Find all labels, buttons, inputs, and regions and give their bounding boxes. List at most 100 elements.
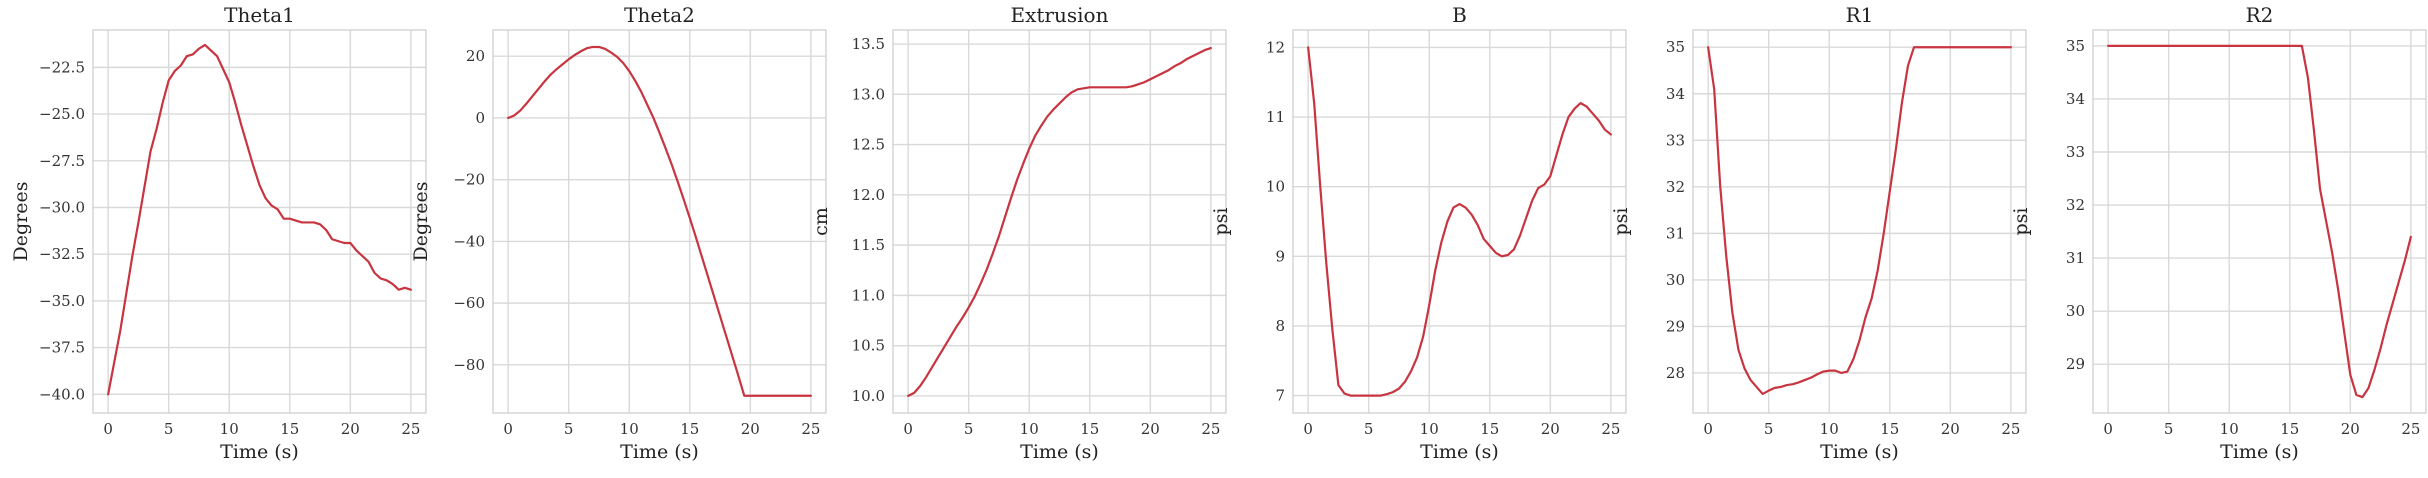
x-tick-label: 15 xyxy=(2280,420,2299,438)
x-tick-label: 15 xyxy=(1080,420,1099,438)
x-axis-label: Time (s) xyxy=(2220,441,2299,463)
x-tick-label: 5 xyxy=(964,420,974,438)
y-tick-label: 9 xyxy=(1275,247,1285,265)
panel-title: Theta2 xyxy=(624,3,695,27)
plot-frame xyxy=(1692,29,2027,414)
plot-frame xyxy=(892,29,1227,414)
y-tick-label: 12 xyxy=(1266,38,1285,56)
y-tick-label: 31 xyxy=(1666,224,1685,242)
y-tick-label: −37.5 xyxy=(39,339,85,357)
x-tick-label: 10 xyxy=(220,420,239,438)
y-tick-label: 32 xyxy=(1666,178,1685,196)
series-line xyxy=(2107,44,2412,399)
y-axis-label: cm xyxy=(810,207,832,236)
y-tick-label: 29 xyxy=(1666,317,1685,335)
y-axis-label: Degrees xyxy=(10,182,32,262)
x-tick-label: 20 xyxy=(741,420,760,438)
y-tick-label: 12.5 xyxy=(852,136,885,154)
x-tick-label: 15 xyxy=(680,420,699,438)
x-tick-label: 5 xyxy=(564,420,574,438)
panel-r1: 28 29 30 31 32 33 34 35 0 5 10 15 20 25 R1 Time (s) psi xyxy=(1610,3,2027,463)
series-line xyxy=(507,45,812,397)
y-tick-label: 11.0 xyxy=(852,286,885,304)
x-tick-label: 10 xyxy=(1820,420,1839,438)
series-line xyxy=(1307,46,1612,397)
x-tick-label: 20 xyxy=(341,420,360,438)
y-tick-label: 35 xyxy=(2066,37,2085,55)
y-tick-label: 7 xyxy=(1275,387,1285,405)
panel-title: B xyxy=(1452,3,1467,27)
y-tick-label: 10 xyxy=(1266,178,1285,196)
y-tick-label: 31 xyxy=(2066,249,2085,267)
plot-frame xyxy=(92,29,427,414)
x-tick-label: 0 xyxy=(903,420,913,438)
x-tick-label: 0 xyxy=(1703,420,1713,438)
panel-theta1: −40.0 −37.5 −35.0 −32.5 −30.0 −27.5 −25.0 −22.5… xyxy=(10,3,427,463)
y-tick-label: 35 xyxy=(1666,38,1685,56)
y-tick-label: 30 xyxy=(1666,271,1685,289)
x-tick-label: 0 xyxy=(503,420,513,438)
plot-frame xyxy=(2092,29,2427,414)
y-tick-label: −40 xyxy=(453,232,485,250)
series-line xyxy=(907,46,1212,398)
y-tick-label: 11 xyxy=(1266,108,1285,126)
y-tick-label: 13.5 xyxy=(852,35,885,53)
x-tick-label: 20 xyxy=(1141,420,1160,438)
x-tick-label: 10 xyxy=(1020,420,1039,438)
x-tick-label: 5 xyxy=(2164,420,2174,438)
y-tick-label: 13.0 xyxy=(852,85,885,103)
y-tick-label: 33 xyxy=(2066,143,2085,161)
panel-b: 7 8 9 10 11 12 0 5 10 15 20 25 B Time (s) psi xyxy=(1210,3,1627,463)
x-tick-label: 15 xyxy=(280,420,299,438)
x-tick-label: 25 xyxy=(2401,420,2420,438)
y-tick-label: 10.0 xyxy=(852,387,885,405)
y-tick-label: −60 xyxy=(453,294,485,312)
x-tick-label: 10 xyxy=(620,420,639,438)
y-tick-label: −25.0 xyxy=(39,105,85,123)
x-tick-label: 25 xyxy=(1201,420,1220,438)
y-tick-label: 34 xyxy=(1666,85,1685,103)
x-tick-label: 10 xyxy=(2220,420,2239,438)
y-tick-label: −22.5 xyxy=(39,58,85,76)
x-tick-label: 15 xyxy=(1880,420,1899,438)
y-tick-label: 10.5 xyxy=(852,337,885,355)
y-tick-label: −35.0 xyxy=(39,292,85,310)
x-tick-label: 15 xyxy=(1480,420,1499,438)
x-tick-label: 25 xyxy=(801,420,820,438)
x-tick-label: 20 xyxy=(2341,420,2360,438)
x-tick-label: 5 xyxy=(1364,420,1374,438)
panel-title: R1 xyxy=(1846,3,1874,27)
y-tick-label: −27.5 xyxy=(39,152,85,170)
series-line xyxy=(1707,46,2012,396)
y-tick-label: 33 xyxy=(1666,131,1685,149)
x-tick-label: 5 xyxy=(164,420,174,438)
y-tick-label: 20 xyxy=(466,47,485,65)
plot-frame xyxy=(1292,29,1627,414)
panel-title: Theta1 xyxy=(224,3,295,27)
x-axis-label: Time (s) xyxy=(1820,441,1899,463)
y-tick-label: −40.0 xyxy=(39,385,85,403)
panel-theta2: −80 −60 −40 −20 0 20 0 5 10 15 20 25 Theta2 Time (s) D… xyxy=(410,3,827,463)
y-axis-label: psi xyxy=(2010,208,2032,236)
panel-extrusion: 10.0 10.5 11.0 11.5 12.0 12.5 13.0 13.5 0 5 10 15 20… xyxy=(810,3,1227,463)
y-axis-label: psi xyxy=(1610,208,1632,236)
y-tick-label: 30 xyxy=(2066,302,2085,320)
x-axis-label: Time (s) xyxy=(220,441,299,463)
panel-r2: 29 30 31 32 33 34 35 0 5 10 15 20 25 R2 Time (s) psi xyxy=(2010,3,2427,463)
x-tick-label: 20 xyxy=(1541,420,1560,438)
x-tick-label: 25 xyxy=(401,420,420,438)
x-axis-label: Time (s) xyxy=(1020,441,1099,463)
y-axis-label: Degrees xyxy=(410,182,432,262)
y-axis-label: psi xyxy=(1210,208,1232,236)
x-tick-label: 25 xyxy=(2001,420,2020,438)
y-tick-label: 0 xyxy=(475,109,485,127)
x-axis-label: Time (s) xyxy=(620,441,699,463)
y-tick-label: 32 xyxy=(2066,196,2085,214)
x-tick-label: 0 xyxy=(2103,420,2113,438)
y-tick-label: 34 xyxy=(2066,90,2085,108)
y-tick-label: 12.0 xyxy=(852,186,885,204)
x-axis-label: Time (s) xyxy=(1420,441,1499,463)
y-tick-label: −80 xyxy=(453,356,485,374)
x-tick-label: 25 xyxy=(1601,420,1620,438)
